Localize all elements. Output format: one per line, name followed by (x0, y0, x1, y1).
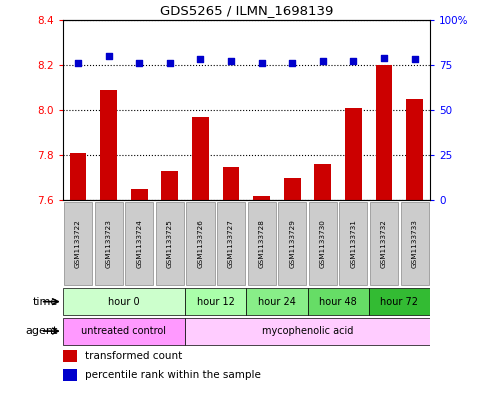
Bar (253, 196, 270, 200)
Point (105, 53, 113, 59)
FancyBboxPatch shape (186, 202, 214, 285)
FancyBboxPatch shape (95, 202, 123, 285)
Bar (63, 369, 77, 381)
Point (411, 56, 418, 62)
Text: GSM1133731: GSM1133731 (350, 219, 356, 268)
Text: GSM1133725: GSM1133725 (167, 219, 173, 268)
Bar (376, 65, 392, 200)
Text: GSM1133730: GSM1133730 (320, 219, 326, 268)
Text: hour 48: hour 48 (319, 297, 357, 307)
FancyBboxPatch shape (248, 202, 276, 285)
FancyBboxPatch shape (63, 318, 185, 345)
FancyBboxPatch shape (340, 202, 368, 285)
Text: GSM1133724: GSM1133724 (136, 219, 142, 268)
Bar (131, 189, 148, 200)
FancyBboxPatch shape (185, 288, 246, 315)
Text: GSM1133728: GSM1133728 (258, 219, 265, 268)
Bar (345, 108, 362, 200)
Text: GSM1133732: GSM1133732 (381, 219, 387, 268)
Text: GSM1133722: GSM1133722 (75, 219, 81, 268)
Point (135, 60, 143, 66)
Point (258, 60, 266, 66)
Text: percentile rank within the sample: percentile rank within the sample (85, 370, 261, 380)
Title: GDS5265 / ILMN_1698139: GDS5265 / ILMN_1698139 (160, 4, 333, 17)
FancyBboxPatch shape (63, 288, 185, 315)
Bar (314, 164, 331, 200)
Bar (284, 178, 300, 200)
Text: GSM1133726: GSM1133726 (198, 219, 203, 268)
FancyBboxPatch shape (185, 318, 430, 345)
Text: hour 0: hour 0 (108, 297, 140, 307)
FancyBboxPatch shape (64, 202, 92, 285)
Point (288, 60, 296, 66)
FancyBboxPatch shape (278, 202, 306, 285)
Text: mycophenolic acid: mycophenolic acid (262, 326, 353, 336)
Text: hour 12: hour 12 (197, 297, 235, 307)
Text: GSM1133727: GSM1133727 (228, 219, 234, 268)
Bar (100, 90, 117, 200)
Point (319, 58, 327, 64)
Point (166, 60, 174, 66)
FancyBboxPatch shape (400, 202, 428, 285)
Text: agent: agent (26, 326, 58, 336)
FancyBboxPatch shape (217, 202, 245, 285)
Text: transformed count: transformed count (85, 351, 182, 361)
FancyBboxPatch shape (369, 288, 430, 315)
Point (380, 55, 388, 61)
Bar (70, 153, 86, 200)
Text: hour 24: hour 24 (258, 297, 296, 307)
Text: untreated control: untreated control (82, 326, 167, 336)
FancyBboxPatch shape (309, 202, 337, 285)
Bar (192, 117, 209, 200)
Point (74, 60, 82, 66)
Point (350, 58, 357, 64)
Text: GSM1133723: GSM1133723 (106, 219, 112, 268)
FancyBboxPatch shape (370, 202, 398, 285)
Text: GSM1133733: GSM1133733 (412, 219, 418, 268)
Text: time: time (33, 297, 58, 307)
Bar (63, 350, 77, 362)
Bar (406, 99, 423, 200)
Point (197, 56, 204, 62)
Text: GSM1133729: GSM1133729 (289, 219, 295, 268)
FancyBboxPatch shape (156, 202, 184, 285)
Point (227, 58, 235, 64)
Bar (223, 167, 240, 200)
FancyBboxPatch shape (308, 288, 369, 315)
Bar (161, 171, 178, 200)
FancyBboxPatch shape (125, 202, 153, 285)
FancyBboxPatch shape (246, 288, 308, 315)
Text: hour 72: hour 72 (380, 297, 418, 307)
